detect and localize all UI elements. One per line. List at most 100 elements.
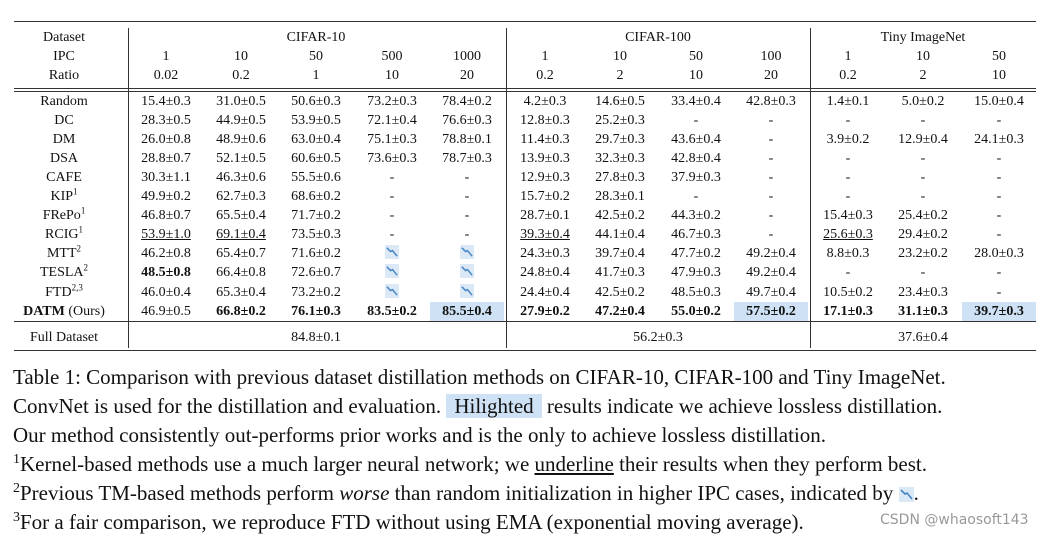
result: 29.4±0.2 (898, 227, 948, 243)
result: 52.1±0.5 (216, 150, 266, 166)
result: 15.7±0.2 (520, 189, 570, 204)
h-rule (14, 91, 1036, 92)
ratio: 0.2 (839, 67, 857, 83)
method-note: 1 (78, 224, 83, 235)
result: 23.4±0.3 (898, 284, 948, 300)
result: - (845, 169, 851, 185)
result: - (768, 189, 774, 204)
ratio: 20 (764, 67, 778, 83)
result: 12.8±0.3 (520, 112, 570, 128)
result: 28.7±0.1 (520, 208, 570, 224)
trend-icon (460, 244, 474, 263)
result: 31.1±0.3 (898, 303, 948, 319)
result: - (693, 189, 699, 204)
footnote-mark: 2 (13, 481, 20, 496)
result: 62.7±0.3 (216, 189, 266, 204)
method: Random (40, 93, 88, 109)
result: 85.5±0.4 (442, 303, 492, 319)
result: 66.8±0.2 (216, 303, 266, 319)
result: - (768, 169, 774, 185)
method-name: DC (54, 111, 73, 130)
result: - (845, 265, 851, 281)
result: - (464, 169, 470, 185)
result: 32.3±0.3 (595, 150, 645, 166)
result: 46.7±0.3 (671, 227, 721, 243)
trend-icon-svg (385, 283, 399, 298)
result: 83.5±0.2 (367, 303, 417, 319)
result: 15.4±0.3 (141, 93, 191, 109)
method: FTD (45, 284, 72, 300)
result: 72.1±0.4 (367, 112, 417, 128)
ratio: 10 (385, 67, 399, 83)
result: 33.4±0.4 (671, 93, 721, 109)
result: 31.0±0.5 (216, 93, 266, 109)
result: 27.9±0.2 (520, 303, 570, 319)
trend-icon-svg (385, 245, 399, 260)
result: 60.6±0.5 (291, 150, 341, 166)
result: 50.6±0.3 (291, 93, 341, 109)
result: 69.1±0.4 (216, 227, 266, 243)
result: 30.3±1.1 (141, 169, 191, 185)
result: 73.5±0.3 (291, 227, 341, 243)
method-name: DATM (Ours) (23, 302, 105, 321)
result: - (996, 189, 1002, 204)
result: 14.6±0.5 (595, 93, 645, 109)
method-name: RCIG1 (45, 225, 83, 244)
ipc: 1 (844, 48, 852, 64)
header-label: Dataset (43, 29, 85, 45)
footnote-text: Kernel-based methods use a much larger n… (20, 452, 530, 476)
method-name: DSA (50, 149, 78, 168)
highlight-word: Hilighted (446, 394, 542, 418)
method-note: 1 (80, 205, 86, 216)
result: 39.7±0.4 (595, 246, 645, 262)
watermark: CSDN @whaosoft143 (880, 512, 1029, 528)
result: 56.2±0.3 (633, 329, 683, 345)
ratio: 1 (312, 67, 320, 83)
result: 48.5±0.3 (671, 284, 721, 300)
result: - (389, 189, 395, 204)
result: 78.8±0.1 (442, 131, 492, 147)
result: - (768, 150, 774, 166)
result: 43.6±0.4 (671, 131, 721, 147)
method-name: CAFE (46, 168, 82, 187)
ipc: 10 (613, 48, 627, 64)
ipc: 1 (162, 48, 170, 64)
highlight (734, 301, 808, 321)
caption-line: Table 1: Comparison with previous datase… (13, 365, 946, 389)
method: MTT (46, 246, 77, 262)
ipc: 1000 (453, 48, 481, 64)
result: 53.9±1.0 (141, 227, 191, 243)
result: 76.1±0.3 (291, 303, 341, 319)
result: - (920, 169, 926, 185)
ipc: 10 (234, 48, 248, 64)
result: 13.9±0.3 (520, 150, 570, 166)
result: 1.4±0.1 (826, 93, 870, 109)
ipc: 50 (992, 48, 1006, 64)
method-name: FRePo1 (43, 206, 86, 225)
result: 47.9±0.3 (671, 265, 721, 281)
method-name: MTT2 (47, 244, 81, 263)
method: CAFE (46, 169, 82, 185)
ratio: 2 (919, 67, 927, 83)
result: 37.9±0.3 (671, 169, 721, 185)
result: - (996, 284, 1002, 300)
footnote-em: worse (339, 481, 390, 505)
result: 10.5±0.2 (823, 284, 873, 300)
result: 15.4±0.3 (823, 208, 873, 224)
result: 4.2±0.3 (523, 93, 567, 109)
result: - (920, 112, 926, 128)
result: 29.7±0.3 (595, 131, 645, 147)
result: - (768, 112, 774, 128)
result: - (389, 208, 395, 224)
method: DC (54, 112, 74, 128)
trend-icon (460, 283, 474, 302)
caption-text: ConvNet is used for the distillation and… (13, 394, 442, 418)
result: - (996, 169, 1002, 185)
ratio: 10 (992, 67, 1006, 83)
result: 25.4±0.2 (898, 208, 948, 224)
result: 46.3±0.6 (216, 169, 266, 185)
method-note: 2 (83, 262, 89, 273)
result: 17.1±0.3 (823, 303, 873, 319)
result: 42.8±0.3 (746, 93, 796, 109)
footnote-mark: 1 (13, 452, 20, 467)
